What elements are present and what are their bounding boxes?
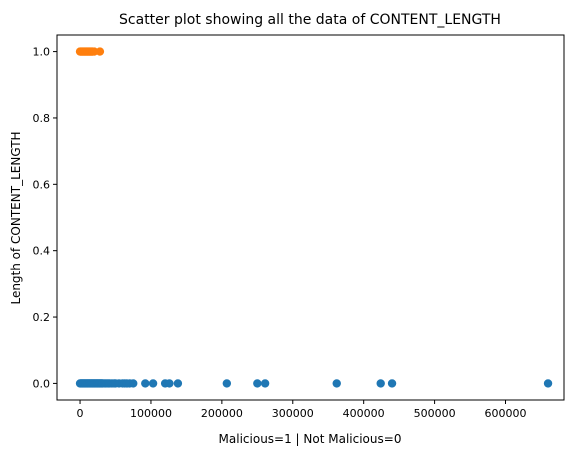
plot-area [56,34,565,401]
scatter-point [543,379,553,388]
scatter-point [253,379,262,388]
scatter-point [376,379,385,388]
chart-title: Scatter plot showing all the data of CON… [119,12,501,28]
scatter-point [387,379,397,388]
y-tick-label: 0.6 [33,178,51,191]
scatter-point [222,379,232,388]
y-tick-label: 0.4 [33,245,51,258]
x-tick-label: 0 [77,407,84,420]
plot-frame [56,34,565,401]
scatter-point [332,379,341,388]
scatter-point [95,47,105,56]
y-tick-label: 0.0 [33,377,51,390]
x-tick-label: 200000 [201,407,243,420]
y-tick-label: 0.8 [33,112,51,125]
x-axis: 0 100000 200000 300000 400000 500000 600000 [77,400,527,420]
data-points [75,47,553,388]
y-tick-label: 1.0 [33,46,51,59]
x-tick-label: 300000 [272,407,314,420]
scatter-point [148,379,158,388]
y-tick-label: 0.2 [33,311,51,324]
series-0 [75,379,553,388]
x-axis-label: Malicious=1 | Not Malicious=0 [219,432,402,446]
y-axis: 0.0 0.2 0.4 0.6 0.8 1.0 [33,46,57,390]
scatter-point [165,379,174,388]
x-tick-label: 400000 [343,407,385,420]
scatter-point [129,379,138,388]
scatter-point [260,379,270,388]
series-1 [75,47,105,56]
y-axis-label: Length of CONTENT_LENGTH [9,131,23,304]
scatter-point [173,379,183,388]
x-tick-label: 600000 [485,407,527,420]
x-tick-label: 500000 [414,407,456,420]
x-tick-label: 100000 [130,407,172,420]
scatter-point [141,379,150,388]
